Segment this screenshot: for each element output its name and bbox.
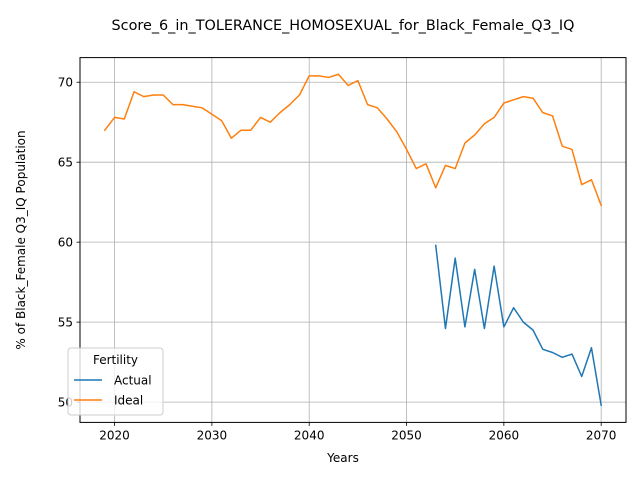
legend-label-ideal: Ideal bbox=[114, 394, 143, 408]
x-tick-label: 2020 bbox=[99, 428, 130, 442]
plot-frame bbox=[79, 57, 627, 423]
series-group bbox=[103, 73, 603, 407]
chart-title: Score_6_in_TOLERANCE_HOMOSEXUAL_for_Blac… bbox=[112, 18, 575, 34]
y-tick-label: 60 bbox=[58, 235, 73, 249]
x-tick-label: 2050 bbox=[391, 428, 422, 442]
y-axis-label: % of Black_Female Q3_IQ Population bbox=[14, 130, 28, 349]
grid bbox=[80, 57, 626, 423]
legend: Fertility Actual Ideal bbox=[67, 347, 164, 416]
series-line-actual bbox=[434, 244, 603, 407]
series-line-ideal bbox=[103, 73, 603, 207]
legend-box bbox=[67, 347, 164, 416]
x-tick-label: 2040 bbox=[294, 428, 325, 442]
legend-title: Fertility bbox=[93, 353, 138, 367]
legend-label-actual: Actual bbox=[114, 374, 152, 388]
x-tick-label: 2060 bbox=[489, 428, 520, 442]
y-tick-label: 65 bbox=[58, 155, 73, 169]
x-axis-label: Years bbox=[326, 451, 359, 465]
y-tick-label: 55 bbox=[58, 315, 73, 329]
y-tick-label: 70 bbox=[58, 76, 73, 90]
x-tick-label: 2030 bbox=[197, 428, 228, 442]
x-tick-label: 2070 bbox=[586, 428, 617, 442]
